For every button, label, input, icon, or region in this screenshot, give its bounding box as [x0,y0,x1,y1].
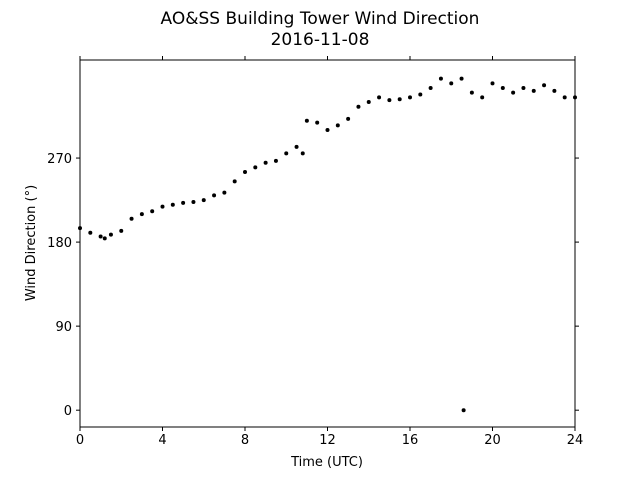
data-point [531,88,536,93]
data-point [461,408,466,413]
x-tick-label: 0 [76,433,84,448]
data-point [356,104,361,109]
data-point [222,190,227,195]
x-tick-label: 8 [241,433,249,448]
data-point [243,170,247,175]
data-point [552,88,557,93]
data-point [191,199,196,204]
data-point [469,90,474,95]
data-point [325,128,330,133]
data-point [490,81,495,86]
x-tick-label: 20 [484,433,501,448]
data-point [119,228,124,233]
data-point [160,204,165,209]
data-point [284,151,289,156]
data-point [253,165,258,170]
data-point [377,95,382,100]
data-point [500,86,505,91]
chart-title: AO&SS Building Tower Wind Direction [161,9,480,29]
chart-subtitle: 2016-11-08 [271,30,370,50]
data-point [335,123,340,128]
y-tick-label: 270 [47,152,72,167]
data-point [300,151,305,156]
data-point [294,144,299,149]
plot-frame [79,59,576,428]
y-axis-label: Wind Direction (°) [24,185,39,301]
data-point [273,158,278,163]
data-point [562,95,567,100]
data-point [438,76,443,81]
data-point [511,90,516,95]
x-axis-label: Time (UTC) [290,455,363,470]
data-point [108,232,113,237]
data-point [263,160,268,165]
data-point [428,86,433,91]
data-point [201,198,206,203]
y-tick-label: 0 [64,404,72,419]
data-point [346,116,351,121]
data-point [366,100,371,105]
data-point [449,81,454,86]
data-point [418,92,423,97]
data-point [88,230,93,235]
data-point [150,209,155,214]
data-point [212,193,217,198]
data-point [573,95,577,100]
data-point [181,200,186,205]
x-tick-label: 16 [402,433,419,448]
data-point [397,97,402,102]
x-tick-label: 12 [319,433,336,448]
data-point [78,226,82,231]
data-point [315,120,320,125]
data-point [170,202,175,207]
data-point [98,234,103,239]
data-point [232,179,237,184]
data-point [480,95,485,100]
data-point [387,98,392,103]
data-point [304,118,309,123]
x-tick-label: 4 [158,433,166,448]
data-point [459,76,464,81]
data-point [408,95,412,100]
data-point [542,83,547,88]
data-point [129,216,134,221]
y-tick-label: 90 [55,320,72,335]
data-point [139,212,144,217]
data-point [102,236,107,241]
data-point [521,86,526,91]
y-tick-label: 180 [47,236,72,251]
x-tick-label: 24 [567,433,584,448]
